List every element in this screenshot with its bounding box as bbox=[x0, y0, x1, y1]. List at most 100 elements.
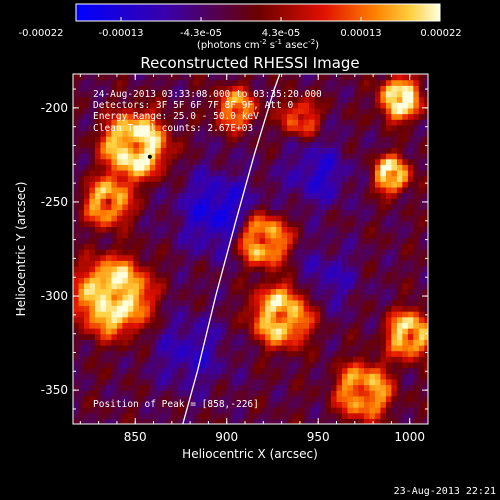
heatmap-cell bbox=[276, 277, 283, 284]
heatmap-cell bbox=[248, 344, 255, 352]
heatmap-cell bbox=[83, 412, 91, 419]
heatmap-cell bbox=[73, 164, 80, 171]
heatmap-cell bbox=[292, 254, 299, 261]
heatmap-cell bbox=[177, 305, 184, 312]
heatmap-cell bbox=[259, 119, 266, 126]
heatmap-cell bbox=[122, 299, 129, 307]
heatmap-cell bbox=[149, 113, 156, 120]
heatmap-cell bbox=[166, 350, 173, 357]
heatmap-cell bbox=[336, 249, 343, 256]
heatmap-cell bbox=[248, 124, 255, 132]
heatmap-cell bbox=[138, 186, 145, 194]
heatmap-cell bbox=[314, 119, 321, 126]
heatmap-cell bbox=[407, 119, 414, 126]
heatmap-cell bbox=[336, 271, 343, 278]
heatmap-cell bbox=[369, 153, 376, 160]
heatmap-cell bbox=[177, 186, 184, 194]
heatmap-cell bbox=[133, 305, 140, 312]
heatmap-cell bbox=[171, 220, 178, 228]
heatmap-cell bbox=[320, 344, 327, 352]
heatmap-cell bbox=[100, 232, 107, 239]
heatmap-cell bbox=[391, 339, 398, 346]
heatmap-cell bbox=[276, 271, 283, 278]
heatmap-cell bbox=[396, 136, 403, 143]
heatmap-cell bbox=[226, 412, 233, 419]
heatmap-cell bbox=[127, 232, 134, 239]
heatmap-cell bbox=[160, 175, 167, 182]
heatmap-cell bbox=[298, 141, 305, 148]
heatmap-cell bbox=[204, 282, 211, 290]
heatmap-cell bbox=[385, 277, 393, 284]
heatmap-cell bbox=[287, 322, 294, 329]
heatmap-cell bbox=[352, 164, 360, 171]
heatmap-cell bbox=[391, 79, 398, 86]
heatmap-cell bbox=[314, 305, 321, 312]
heatmap-cell bbox=[243, 158, 250, 165]
heatmap-cell bbox=[243, 186, 250, 194]
heatmap-cell bbox=[144, 277, 151, 284]
heatmap-cell bbox=[89, 203, 96, 211]
heatmap-cell bbox=[160, 373, 167, 380]
heatmap-cell bbox=[292, 169, 299, 177]
heatmap-cell bbox=[78, 277, 85, 284]
heatmap-cell bbox=[292, 181, 299, 188]
heatmap-cell bbox=[166, 378, 173, 386]
heatmap-cell bbox=[149, 169, 156, 177]
heatmap-cell bbox=[193, 395, 200, 403]
heatmap-cell bbox=[391, 260, 398, 267]
heatmap-cell bbox=[287, 153, 294, 160]
heatmap-cell bbox=[83, 407, 91, 414]
heatmap-cell bbox=[358, 107, 365, 115]
heatmap-cell bbox=[325, 254, 332, 261]
heatmap-cell bbox=[341, 220, 349, 228]
heatmap-cell bbox=[276, 147, 283, 154]
heatmap-cell bbox=[171, 192, 178, 199]
heatmap-cell bbox=[221, 192, 228, 199]
heatmap-cell bbox=[331, 226, 338, 233]
heatmap-cell bbox=[226, 418, 233, 424]
heatmap-cell bbox=[155, 107, 162, 115]
heatmap-cell bbox=[309, 260, 316, 267]
heatmap-cell bbox=[309, 232, 316, 239]
heatmap-cell bbox=[314, 215, 321, 222]
heatmap-cell bbox=[331, 305, 338, 312]
heatmap-cell bbox=[418, 209, 425, 216]
heatmap-cell bbox=[144, 333, 151, 340]
heatmap-cell bbox=[352, 311, 360, 318]
heatmap-cell bbox=[149, 220, 156, 228]
heatmap-cell bbox=[292, 74, 299, 81]
heatmap-cell bbox=[402, 141, 409, 148]
heatmap-cell bbox=[78, 90, 85, 98]
heatmap-cell bbox=[89, 164, 96, 171]
heatmap-cell bbox=[215, 378, 222, 386]
heatmap-cell bbox=[94, 395, 102, 403]
heatmap-cell bbox=[94, 249, 102, 256]
heatmap-cell bbox=[303, 113, 310, 120]
heatmap-cell bbox=[89, 254, 96, 261]
heatmap-cell bbox=[424, 181, 428, 188]
heatmap-cell bbox=[116, 181, 124, 188]
heatmap-cell bbox=[385, 232, 393, 239]
heatmap-cell bbox=[418, 373, 425, 380]
heatmap-cell bbox=[248, 305, 255, 312]
heatmap-cell bbox=[94, 119, 102, 126]
heatmap-cell bbox=[413, 401, 420, 408]
heatmap-cell bbox=[237, 107, 244, 115]
heatmap-cell bbox=[166, 356, 173, 363]
heatmap-cell bbox=[248, 237, 255, 244]
heatmap-cell bbox=[78, 339, 85, 346]
heatmap-cell bbox=[243, 412, 250, 419]
heatmap-cell bbox=[380, 384, 387, 391]
heatmap-cell bbox=[369, 344, 376, 352]
heatmap-cell bbox=[138, 282, 145, 290]
heatmap-cell bbox=[363, 164, 371, 171]
heatmap-cell bbox=[369, 237, 376, 244]
heatmap-cell bbox=[100, 192, 107, 199]
heatmap-cell bbox=[407, 102, 414, 109]
heatmap-cell bbox=[144, 209, 151, 216]
heatmap-cell bbox=[259, 192, 266, 199]
heatmap-cell bbox=[78, 130, 85, 137]
heatmap-cell bbox=[352, 277, 360, 284]
heatmap-cell bbox=[94, 390, 102, 397]
heatmap-cell bbox=[138, 220, 145, 228]
